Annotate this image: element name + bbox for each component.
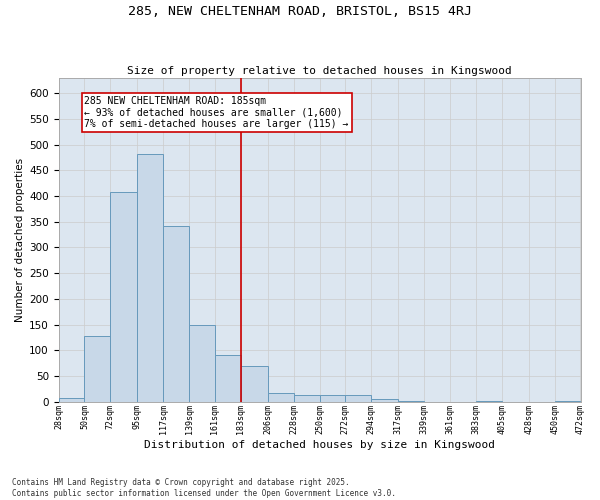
Text: Contains HM Land Registry data © Crown copyright and database right 2025.
Contai: Contains HM Land Registry data © Crown c… bbox=[12, 478, 396, 498]
Bar bbox=[189, 325, 215, 402]
Bar bbox=[371, 398, 398, 402]
Bar bbox=[294, 395, 320, 402]
Bar bbox=[110, 192, 137, 402]
Bar bbox=[137, 154, 163, 402]
Text: 285, NEW CHELTENHAM ROAD, BRISTOL, BS15 4RJ: 285, NEW CHELTENHAM ROAD, BRISTOL, BS15 … bbox=[128, 5, 472, 18]
Bar bbox=[85, 336, 110, 402]
Bar bbox=[241, 366, 268, 402]
Title: Size of property relative to detached houses in Kingswood: Size of property relative to detached ho… bbox=[127, 66, 512, 76]
Bar bbox=[268, 393, 294, 402]
Bar bbox=[346, 396, 371, 402]
Bar bbox=[476, 400, 502, 402]
Bar bbox=[398, 400, 424, 402]
Bar bbox=[59, 398, 85, 402]
Y-axis label: Number of detached properties: Number of detached properties bbox=[15, 158, 25, 322]
Text: 285 NEW CHELTENHAM ROAD: 185sqm
← 93% of detached houses are smaller (1,600)
7% : 285 NEW CHELTENHAM ROAD: 185sqm ← 93% of… bbox=[85, 96, 349, 129]
X-axis label: Distribution of detached houses by size in Kingswood: Distribution of detached houses by size … bbox=[144, 440, 495, 450]
Bar bbox=[163, 226, 189, 402]
Bar bbox=[320, 396, 346, 402]
Bar bbox=[554, 400, 580, 402]
Bar bbox=[215, 355, 241, 402]
